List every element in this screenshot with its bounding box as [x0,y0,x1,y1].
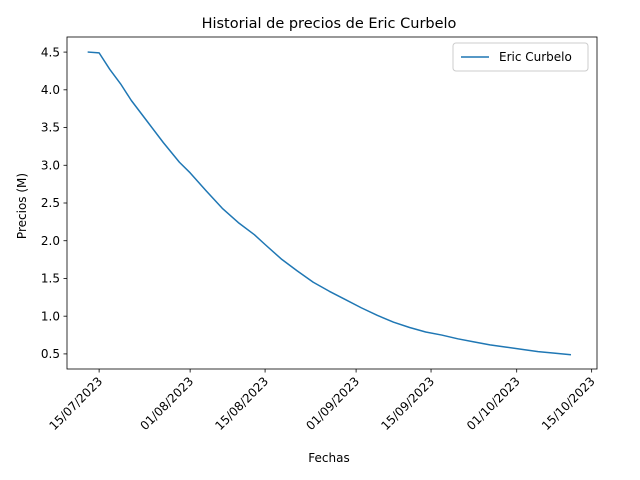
legend: Eric Curbelo [452,42,589,72]
y-tick-label: 4.0 [41,83,60,97]
y-tick-label: 1.0 [41,309,60,323]
x-axis-label: Fechas [308,451,349,465]
chart-title: Historial de precios de Eric Curbelo [202,16,457,32]
y-tick-label: 0.5 [41,347,60,361]
y-tick-label: 2.5 [41,196,60,210]
series-line [87,51,572,356]
y-tick-label: 2.0 [41,234,60,248]
y-axis-label: Precios (M) [15,173,29,239]
legend-box [452,42,589,72]
y-tick-label: 1.5 [41,272,60,286]
y-tick-label: 3.0 [41,158,60,172]
y-tick-label: 4.5 [41,45,60,59]
y-tick-label: 3.5 [41,121,60,135]
legend-entry: Eric Curbelo [499,50,572,64]
